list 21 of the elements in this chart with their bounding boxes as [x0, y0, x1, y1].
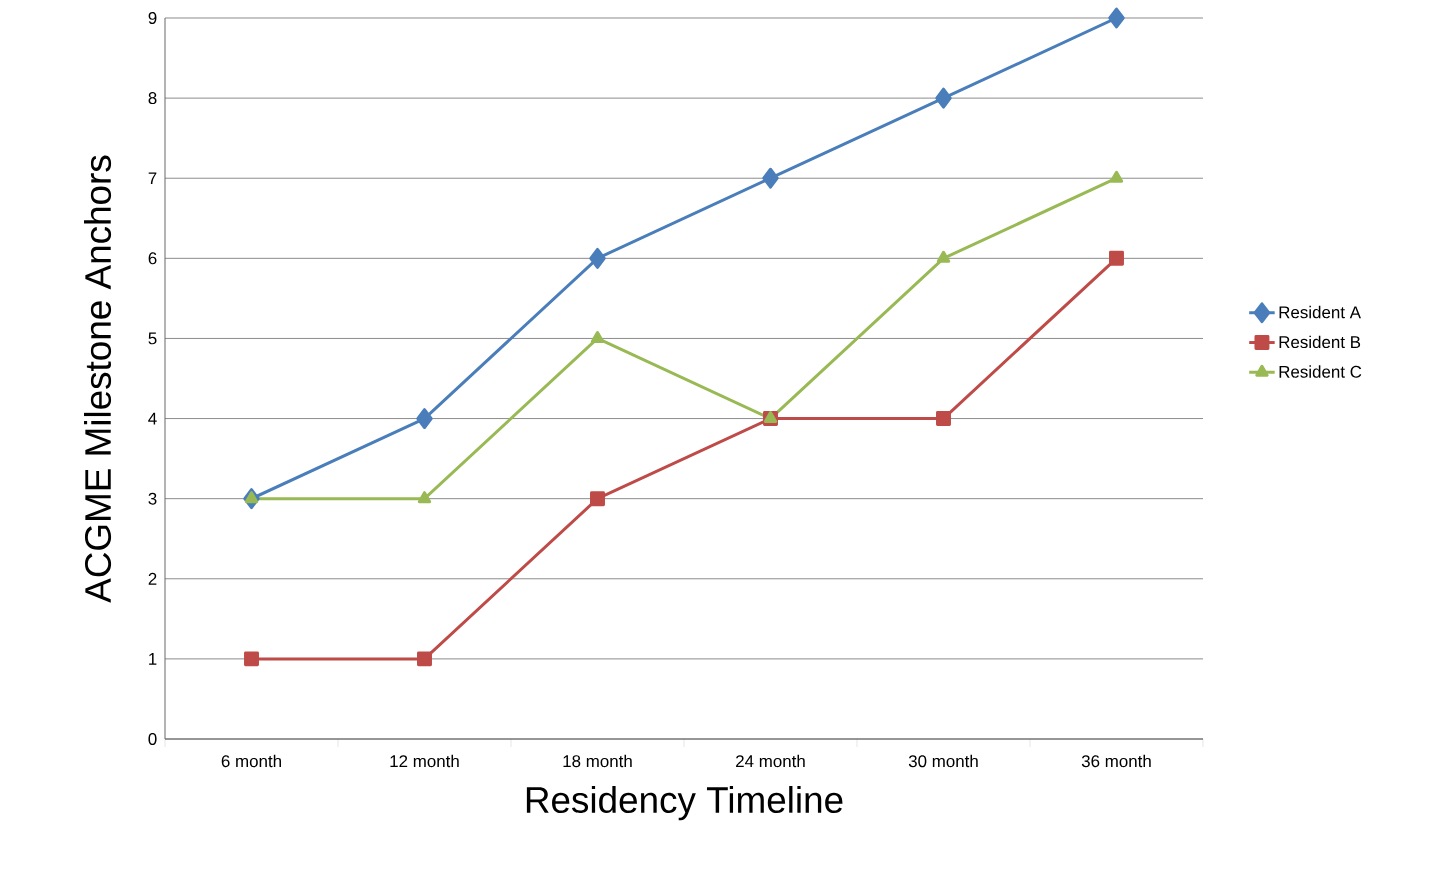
x-tick-label: 30 month — [908, 754, 978, 768]
y-tick-label: 6 — [148, 252, 157, 265]
x-tick-label: 24 month — [736, 754, 805, 768]
legend-label: Resident A — [1279, 305, 1361, 319]
y-tick-label: 9 — [148, 12, 157, 24]
y-tick-label: 3 — [148, 492, 157, 505]
y-tick-label: 2 — [148, 572, 157, 585]
y-tick-label: 5 — [148, 332, 157, 345]
y-tick-label: 7 — [148, 172, 157, 185]
legend-label: Resident B — [1279, 335, 1361, 349]
y-tick-label: 0 — [148, 733, 157, 745]
y-axis-title: ACGME Milestone Anchors — [84, 155, 112, 603]
y-tick-label: 8 — [148, 92, 157, 105]
x-tick-label: 12 month — [390, 754, 459, 768]
x-tick-label: 18 month — [563, 754, 632, 768]
x-tick-label: 36 month — [1081, 754, 1151, 768]
x-axis-title: Residency Timeline — [526, 785, 843, 821]
x-tick-label: 6 month — [221, 754, 281, 768]
y-tick-label: 1 — [149, 653, 157, 665]
legend-label: Resident C — [1279, 365, 1362, 378]
y-tick-label: 4 — [148, 412, 157, 425]
